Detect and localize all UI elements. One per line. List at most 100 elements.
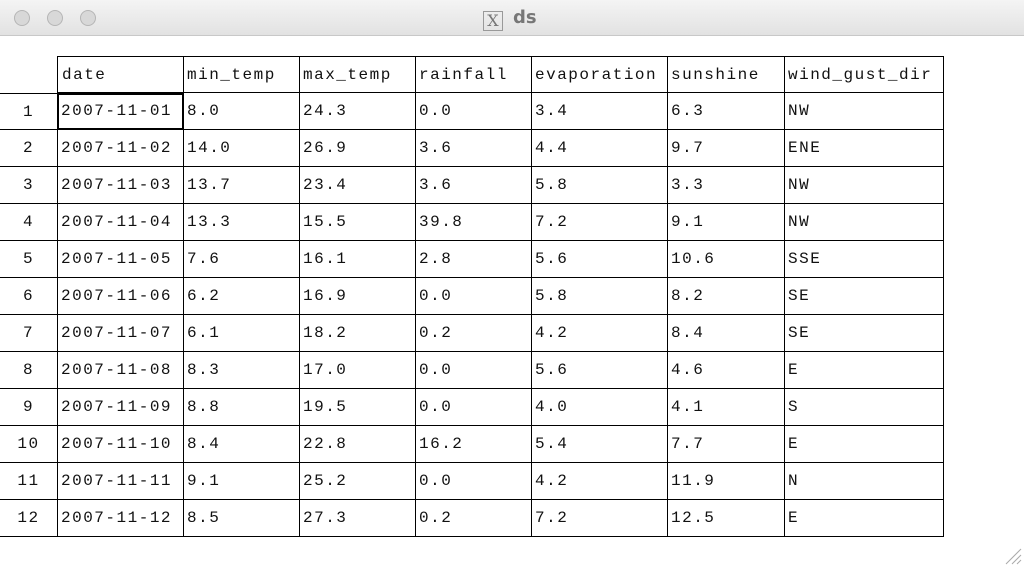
table-cell[interactable]: 13.3 <box>183 204 300 241</box>
table-cell[interactable]: 16.2 <box>415 426 532 463</box>
table-cell[interactable]: 2007-11-05 <box>57 241 184 278</box>
table-cell[interactable]: E <box>784 500 944 537</box>
table-cell[interactable]: SE <box>784 278 944 315</box>
table-cell[interactable]: 7.2 <box>531 500 668 537</box>
row-label: 6 <box>0 278 58 315</box>
table-cell[interactable]: 8.0 <box>183 93 300 130</box>
table-cell[interactable]: 6.2 <box>183 278 300 315</box>
table-cell[interactable]: 8.8 <box>183 389 300 426</box>
table-cell[interactable]: 5.8 <box>531 167 668 204</box>
table-cell[interactable]: 2007-11-06 <box>57 278 184 315</box>
table-cell[interactable]: 4.6 <box>667 352 785 389</box>
table-cell[interactable]: 2007-11-01 <box>57 93 184 130</box>
table-cell[interactable]: 15.5 <box>299 204 416 241</box>
table-cell[interactable]: ENE <box>784 130 944 167</box>
table-cell[interactable]: 9.1 <box>183 463 300 500</box>
column-header[interactable]: date <box>57 56 184 93</box>
table-cell[interactable]: 13.7 <box>183 167 300 204</box>
table-cell[interactable]: 0.0 <box>415 389 532 426</box>
table-cell[interactable]: S <box>784 389 944 426</box>
table-cell[interactable]: 2007-11-03 <box>57 167 184 204</box>
table-cell[interactable]: 6.3 <box>667 93 785 130</box>
table-cell[interactable]: 2.8 <box>415 241 532 278</box>
table-cell[interactable]: 3.6 <box>415 130 532 167</box>
table-cell[interactable]: 3.3 <box>667 167 785 204</box>
table-cell[interactable]: 7.2 <box>531 204 668 241</box>
table-cell[interactable]: 16.9 <box>299 278 416 315</box>
table-cell[interactable]: 23.4 <box>299 167 416 204</box>
table-cell[interactable]: 0.2 <box>415 500 532 537</box>
table-cell[interactable]: 5.4 <box>531 426 668 463</box>
table-cell[interactable]: 0.0 <box>415 278 532 315</box>
table-cell[interactable]: 11.9 <box>667 463 785 500</box>
table-cell[interactable]: 27.3 <box>299 500 416 537</box>
table-cell[interactable]: 5.6 <box>531 241 668 278</box>
table-cell[interactable]: 19.5 <box>299 389 416 426</box>
table-cell[interactable]: 0.0 <box>415 463 532 500</box>
column-header[interactable]: evaporation <box>531 56 668 93</box>
table-cell[interactable]: 3.4 <box>531 93 668 130</box>
table-cell[interactable]: N <box>784 463 944 500</box>
table-cell[interactable]: 4.1 <box>667 389 785 426</box>
table-cell[interactable]: 12.5 <box>667 500 785 537</box>
table-cell[interactable]: 7.7 <box>667 426 785 463</box>
table-cell[interactable]: 4.0 <box>531 389 668 426</box>
table-cell[interactable]: 2007-11-12 <box>57 500 184 537</box>
table-cell[interactable]: 4.2 <box>531 463 668 500</box>
table-cell[interactable]: 17.0 <box>299 352 416 389</box>
table-cell[interactable]: 0.0 <box>415 352 532 389</box>
table-cell[interactable]: 4.4 <box>531 130 668 167</box>
close-button[interactable] <box>14 10 30 26</box>
row-label: 7 <box>0 315 58 352</box>
table-cell[interactable]: NW <box>784 167 944 204</box>
table-cell[interactable]: 8.4 <box>667 315 785 352</box>
table-cell[interactable]: 10.6 <box>667 241 785 278</box>
table-cell[interactable]: 8.5 <box>183 500 300 537</box>
zoom-button[interactable] <box>80 10 96 26</box>
table-cell[interactable]: 8.4 <box>183 426 300 463</box>
table-cell[interactable]: 6.1 <box>183 315 300 352</box>
table-cell[interactable]: 0.0 <box>415 93 532 130</box>
table-cell[interactable]: 8.2 <box>667 278 785 315</box>
table-cell[interactable]: 4.2 <box>531 315 668 352</box>
table-cell[interactable]: 8.3 <box>183 352 300 389</box>
table-cell[interactable]: 9.7 <box>667 130 785 167</box>
table-cell[interactable]: SSE <box>784 241 944 278</box>
column-header[interactable]: rainfall <box>415 56 532 93</box>
table-cell[interactable]: 2007-11-10 <box>57 426 184 463</box>
table-cell[interactable]: 7.6 <box>183 241 300 278</box>
table-cell[interactable]: 5.6 <box>531 352 668 389</box>
table-cell[interactable]: 2007-11-04 <box>57 204 184 241</box>
row-label: 12 <box>0 500 58 537</box>
table-cell[interactable]: 9.1 <box>667 204 785 241</box>
table-cell[interactable]: 18.2 <box>299 315 416 352</box>
table-cell[interactable]: 2007-11-08 <box>57 352 184 389</box>
table-cell[interactable]: 2007-11-07 <box>57 315 184 352</box>
table-cell[interactable]: 3.6 <box>415 167 532 204</box>
resize-grip[interactable] <box>1002 545 1022 565</box>
table-cell[interactable]: E <box>784 352 944 389</box>
table-cell[interactable]: NW <box>784 93 944 130</box>
column-header[interactable]: wind_gust_dir <box>784 56 944 93</box>
table-cell[interactable]: 2007-11-09 <box>57 389 184 426</box>
table-cell[interactable]: 5.8 <box>531 278 668 315</box>
table-cell[interactable]: 26.9 <box>299 130 416 167</box>
table-cell[interactable]: 2007-11-11 <box>57 463 184 500</box>
table-cell[interactable]: 2007-11-02 <box>57 130 184 167</box>
table-cell[interactable]: NW <box>784 204 944 241</box>
column-header[interactable]: max_temp <box>299 56 416 93</box>
table-cell[interactable]: 22.8 <box>299 426 416 463</box>
column-header[interactable]: sunshine <box>667 56 785 93</box>
table-cell[interactable]: 39.8 <box>415 204 532 241</box>
x-icon: X <box>483 11 503 31</box>
table-cell[interactable]: 0.2 <box>415 315 532 352</box>
table-cell[interactable]: 16.1 <box>299 241 416 278</box>
minimize-button[interactable] <box>47 10 63 26</box>
table-cell[interactable]: 24.3 <box>299 93 416 130</box>
table-cell[interactable]: 25.2 <box>299 463 416 500</box>
table-cell[interactable]: SE <box>784 315 944 352</box>
column-header[interactable]: min_temp <box>183 56 300 93</box>
table-cell[interactable]: 14.0 <box>183 130 300 167</box>
table-cell[interactable]: E <box>784 426 944 463</box>
